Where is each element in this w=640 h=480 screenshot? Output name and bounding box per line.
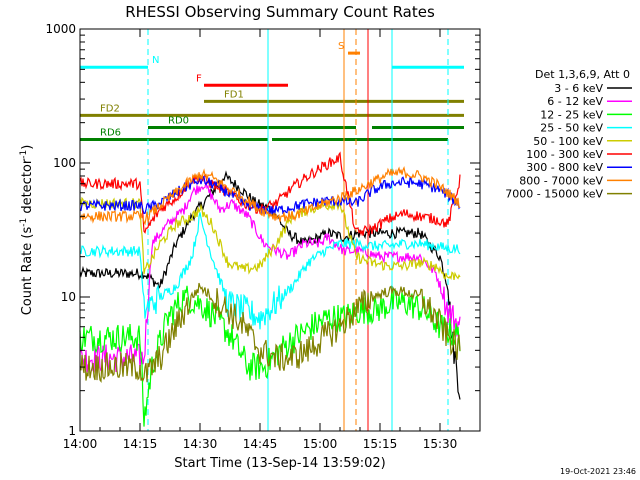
x-tick-label-1: 14:15 [123,437,158,451]
y-tick-label-2: 100 [53,156,76,170]
legend-label-5: 100 - 300 keV [526,148,603,161]
legend-label-3: 25 - 50 keV [540,122,603,135]
series-line-0 [79,170,461,400]
flag-label-n: N [152,55,159,66]
timestamp: 19-Oct-2021 23:46 [560,467,636,476]
flag-label-s: S [338,41,344,52]
x-tick-label-6: 15:30 [423,437,458,451]
series-line-8 [79,282,461,383]
y-tick-label-1: 10 [61,290,76,304]
x-tick-label-0: 14:00 [63,437,98,451]
x-tick-label-5: 15:15 [363,437,398,451]
y-axis-label: Count Rate (s-1 detector-1) [19,145,35,316]
series-line-1 [79,181,461,373]
y-axis-label-tail: detector [20,158,35,218]
legend-label-8: 7000 - 15000 keV [505,188,603,201]
legend-label-6: 300 - 800 keV [526,161,603,174]
y-axis-label-tail-sup: -1 [19,150,29,159]
series-line-4 [79,196,461,280]
y-axis-label-main: Count Rate (s [20,227,35,316]
series-layer [79,151,461,427]
flag-label-f: F [196,73,202,84]
flag-label-fd2: FD2 [100,103,120,114]
ticks-layer: 14:00 14:15 14:30 14:45 15:00 15:15 15:30 1 10 10… [45,22,481,451]
series-line-2 [79,285,461,427]
x-tick-label-3: 14:45 [243,437,278,451]
chart-title: RHESSI Observing Summary Count Rates [125,3,435,21]
flag-label-rd0: RD0 [168,115,189,126]
y-tick-label-3: 1000 [45,22,76,36]
legend-label-7: 800 - 7000 keV [519,174,603,187]
x-axis-label: Start Time (13-Sep-14 13:59:02) [174,456,385,471]
flags-layer: N S F FD1 FD2 RD0 RD6 [80,41,464,142]
legend-label-2: 12 - 25 keV [540,108,603,121]
x-tick-label-4: 15:00 [303,437,338,451]
series-line-3 [79,212,461,330]
y-tick-label-0: 1 [68,424,76,438]
legend-label-4: 50 - 100 keV [533,135,603,148]
x-tick-label-2: 14:30 [183,437,218,451]
series-line-7 [79,165,461,226]
legend-label-1: 6 - 12 keV [547,95,603,108]
y-axis-label-close: ) [20,145,35,150]
y-axis-label-sup: -1 [19,218,29,227]
flag-label-fd1: FD1 [224,89,244,100]
flag-label-rd6: RD6 [100,128,121,139]
legend-header: Det 1,3,6,9, Att 0 [535,68,630,81]
legend-label-0: 3 - 6 keV [554,82,603,95]
series-line-6 [79,175,461,215]
